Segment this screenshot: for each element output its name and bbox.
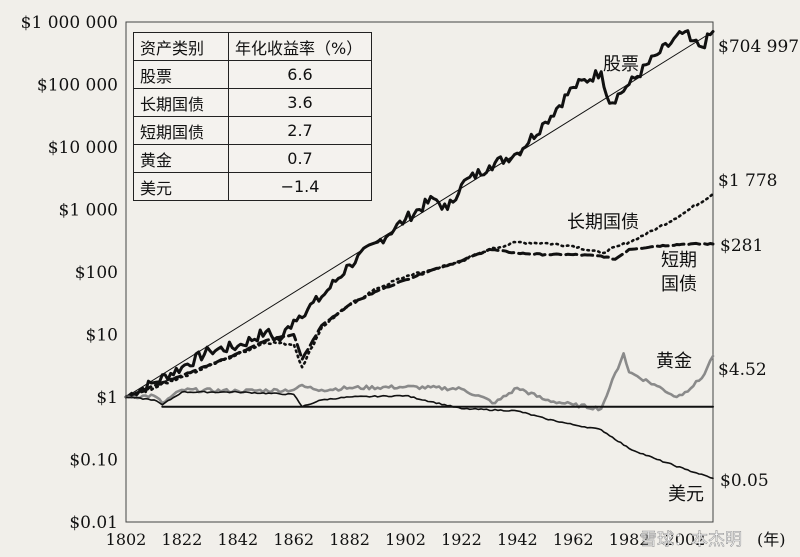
y-tick-label: $0.01 bbox=[69, 513, 118, 533]
end-value-labels: $704 997 $1 778 $281 $4.52 $0.05 bbox=[718, 37, 799, 491]
table-cell-asset: 短期国债 bbox=[133, 116, 229, 145]
x-tick-label: 1922 bbox=[441, 530, 482, 549]
y-tick-label: $10 bbox=[86, 326, 118, 346]
x-tick-label: 2002 bbox=[665, 530, 706, 549]
y-tick-label: $100 000 bbox=[37, 76, 118, 96]
y-tick-label: $100 bbox=[75, 263, 118, 283]
end-label-long-bonds: $1 778 bbox=[718, 171, 777, 191]
x-tick-label: 1902 bbox=[385, 530, 426, 549]
watermark: 雪球：本杰明 bbox=[640, 530, 742, 550]
returns-table: 资产类别 年化收益率（%） 股票 6.6 长期国债 3.6 短期国债 2.7 黄金 0.… bbox=[133, 32, 372, 201]
series-line-美元 bbox=[125, 390, 714, 480]
series-labels: 股票 长期国债 短期 国债 黄金 美元 bbox=[567, 54, 704, 505]
y-tick-label: $1 000 bbox=[59, 201, 118, 221]
label-stocks: 股票 bbox=[603, 54, 639, 75]
end-label-stocks: $704 997 bbox=[718, 37, 799, 57]
series-line-股票 bbox=[124, 29, 715, 399]
table-header-row: 资产类别 年化收益率（%） bbox=[133, 32, 372, 61]
end-label-gold: $4.52 bbox=[718, 360, 767, 380]
x-tick-label: 1822 bbox=[162, 530, 203, 549]
series-line-黄金 bbox=[124, 352, 715, 412]
y-tick-label: $0.10 bbox=[69, 451, 118, 471]
x-tick-label: 1842 bbox=[217, 530, 258, 549]
label-bills-line1: 短期 bbox=[661, 250, 697, 271]
x-tick-label: 1982 bbox=[609, 530, 650, 549]
table-cell-return: 3.6 bbox=[228, 88, 372, 117]
table-row: 长期国债 3.6 bbox=[133, 88, 372, 117]
series-layer bbox=[124, 29, 715, 480]
table-cell-return: 0.7 bbox=[228, 144, 372, 173]
table-cell-asset: 美元 bbox=[133, 172, 229, 201]
x-tick-label: 1862 bbox=[273, 530, 314, 549]
y-tick-label: $10 000 bbox=[48, 138, 118, 158]
series-line-短期国债 bbox=[124, 241, 715, 399]
x-axis-ticks: 1802 1822 1842 1862 1882 1902 1922 1942 1962 1982… bbox=[106, 530, 706, 549]
end-label-dollar: $0.05 bbox=[720, 471, 769, 491]
table-cell-return: 2.7 bbox=[228, 116, 372, 145]
table-row: 美元 −1.4 bbox=[133, 172, 372, 201]
label-bills-line2: 国债 bbox=[661, 274, 697, 295]
x-tick-label: 1962 bbox=[553, 530, 594, 549]
table-cell-asset: 长期国债 bbox=[133, 88, 229, 117]
y-tick-label: $1 bbox=[96, 388, 118, 408]
end-label-bills: $281 bbox=[720, 236, 763, 256]
table-row: 短期国债 2.7 bbox=[133, 116, 372, 145]
x-tick-label: 1802 bbox=[106, 530, 147, 549]
series-line-股票趋势 bbox=[125, 31, 714, 398]
table-header-return: 年化收益率（%） bbox=[228, 32, 372, 61]
table-header-asset: 资产类别 bbox=[133, 32, 229, 61]
label-gold: 黄金 bbox=[656, 351, 692, 372]
label-dollar: 美元 bbox=[668, 484, 704, 505]
x-axis-unit: (年) bbox=[757, 530, 786, 549]
table-row: 黄金 0.7 bbox=[133, 144, 372, 173]
table-cell-asset: 股票 bbox=[133, 60, 229, 89]
x-tick-label: 1942 bbox=[497, 530, 538, 549]
table-row: 股票 6.6 bbox=[133, 60, 372, 89]
table-cell-return: −1.4 bbox=[228, 172, 372, 201]
x-tick-label: 1882 bbox=[329, 530, 370, 549]
label-long-bonds: 长期国债 bbox=[567, 212, 639, 233]
table-cell-asset: 黄金 bbox=[133, 144, 229, 173]
y-axis-ticks: $1 000 000 $100 000 $10 000 $1 000 $100 $10 $1… bbox=[21, 13, 118, 533]
y-tick-label: $1 000 000 bbox=[21, 13, 118, 33]
plot-frame bbox=[125, 21, 714, 523]
table-cell-return: 6.6 bbox=[228, 60, 372, 89]
